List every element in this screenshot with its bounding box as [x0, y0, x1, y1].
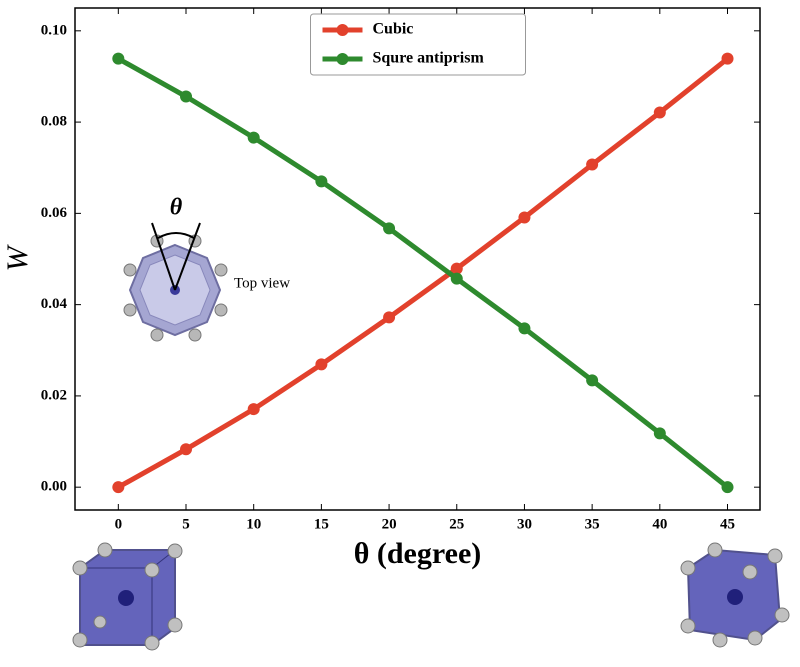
data-point — [383, 222, 396, 235]
data-point — [383, 311, 396, 324]
data-point — [721, 481, 734, 494]
y-tick-label: 0.08 — [41, 114, 67, 130]
data-point — [315, 175, 328, 188]
cubic-inset — [72, 542, 183, 651]
x-tick-label: 0 — [115, 516, 123, 532]
legend-label: Cubic — [373, 21, 414, 38]
x-tick-label: 5 — [182, 516, 190, 532]
y-tick-label: 0.04 — [41, 296, 68, 312]
data-point — [180, 443, 193, 456]
x-tick-label: 10 — [246, 516, 261, 532]
series-line — [117, 56, 730, 490]
x-tick-label: 25 — [449, 516, 464, 532]
x-tick-label: 30 — [517, 516, 532, 532]
data-point — [180, 90, 193, 103]
x-tick-label: 40 — [652, 516, 667, 532]
data-point — [315, 358, 328, 371]
top-view-inset — [123, 222, 228, 342]
data-point — [450, 272, 463, 285]
legend-label: Squre antiprism — [373, 50, 485, 67]
legend-marker — [336, 53, 349, 65]
y-tick-label: 0.06 — [41, 205, 68, 221]
data-point — [247, 403, 260, 416]
data-point — [112, 52, 125, 65]
data-point — [518, 322, 531, 335]
y-axis-label: W — [1, 244, 34, 272]
legend-box — [310, 13, 526, 76]
y-tick-label: 0.00 — [41, 479, 67, 495]
x-axis-label: θ (degree) — [354, 537, 482, 570]
series-line — [117, 56, 730, 490]
y-tick-label: 0.10 — [41, 22, 67, 38]
plot-frame — [74, 7, 761, 511]
data-point — [450, 262, 463, 275]
antiprism-inset — [680, 542, 790, 648]
data-point — [721, 52, 734, 65]
data-point — [518, 211, 531, 224]
x-tick-label: 20 — [382, 516, 397, 532]
inset-caption: Top view — [234, 275, 290, 291]
y-tick-label: 0.02 — [41, 387, 67, 403]
data-point — [112, 481, 125, 494]
data-point — [586, 158, 599, 171]
inset-angle-label: θ — [170, 195, 183, 221]
x-tick-label: 45 — [720, 516, 735, 532]
data-point — [247, 131, 260, 144]
x-tick-label: 15 — [314, 516, 329, 532]
data-point — [653, 427, 666, 440]
legend-marker — [336, 24, 349, 36]
data-point — [653, 106, 666, 119]
data-point — [586, 374, 599, 387]
x-tick-label: 35 — [585, 516, 600, 532]
